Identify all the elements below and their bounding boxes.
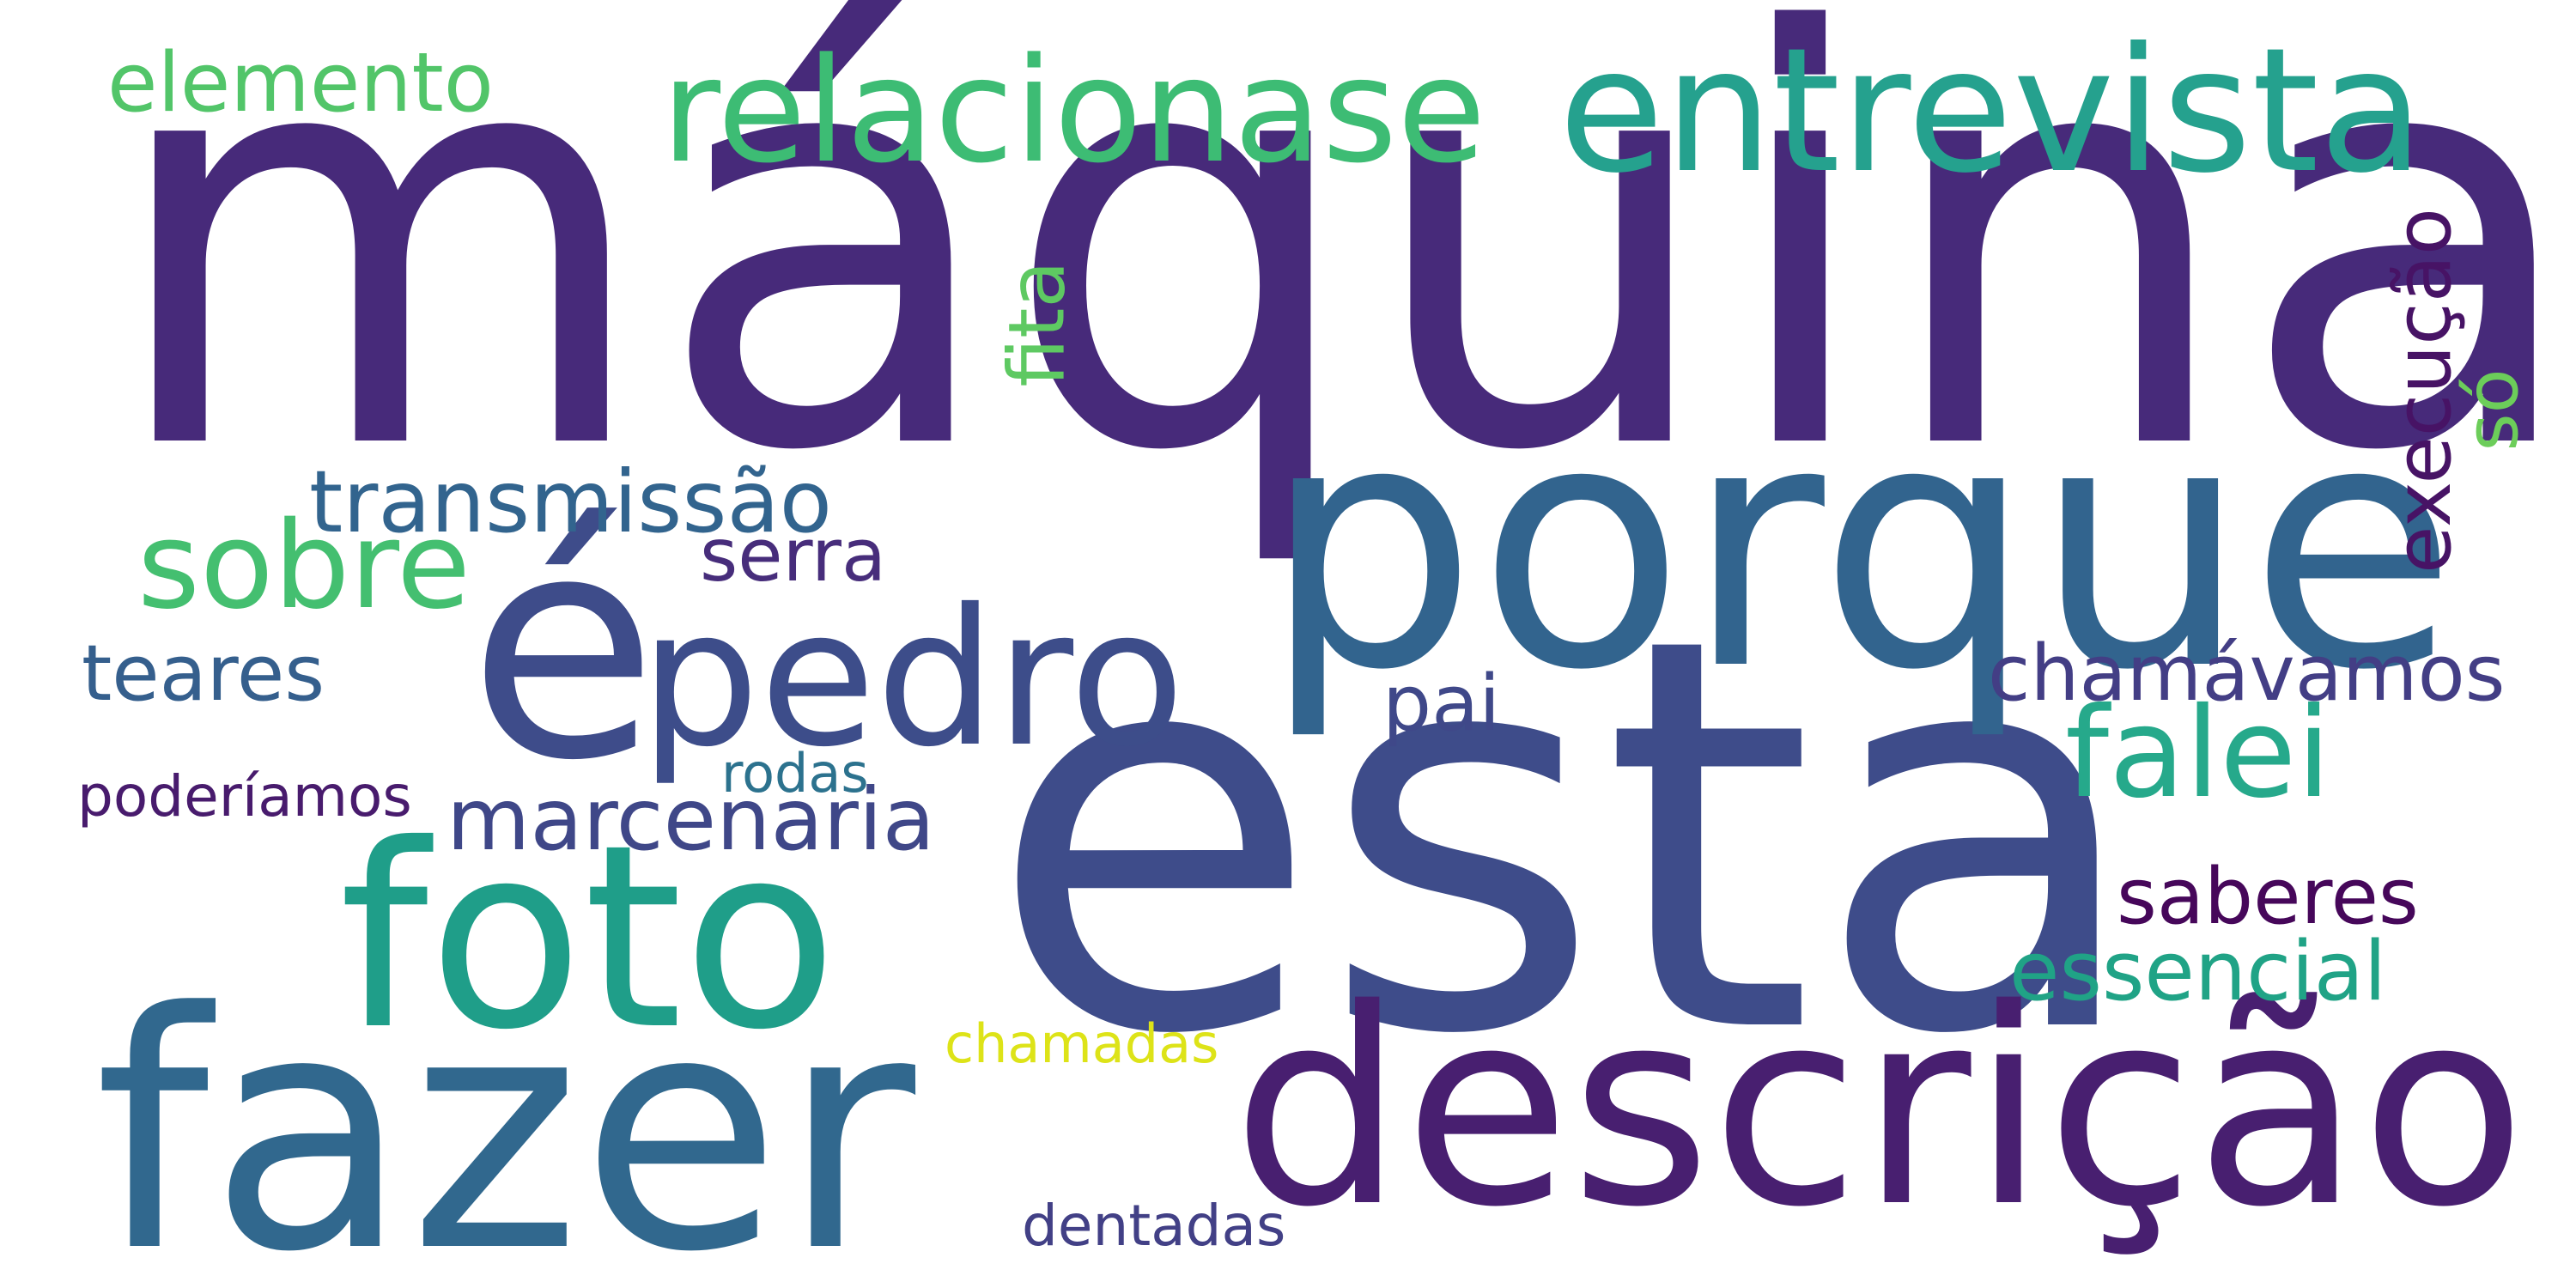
word-teares: teares	[82, 629, 325, 719]
word-fazer: fazer	[94, 943, 916, 1288]
word-elemento: elemento	[107, 36, 494, 131]
word-chamadas: chamadas	[945, 1012, 1219, 1075]
word-falei: falei	[2065, 681, 2331, 826]
word-pai: pai	[1382, 659, 1501, 749]
word-sobre: sobre	[137, 496, 471, 636]
word-relacionase: relacionase	[661, 27, 1486, 195]
word-porque: porque	[1262, 349, 2458, 744]
word-poderiamos: poderíamos	[77, 763, 412, 829]
word-serra: serra	[700, 513, 887, 598]
word-chamavamos: chamávamos	[1988, 629, 2506, 719]
word-descricao: descrição	[1232, 952, 2527, 1267]
word-essencial: essencial	[2009, 925, 2387, 1019]
word-saberes: saberes	[2117, 852, 2419, 942]
word-transmissao: transmissão	[309, 452, 832, 552]
word-maquina: máquina	[103, 0, 2576, 574]
word-entrevista: entrevista	[1558, 11, 2425, 211]
word-marcenaria: marcenaria	[447, 769, 935, 870]
word-pedro: pedro	[640, 568, 1185, 788]
word-rodas: rodas	[721, 742, 869, 805]
word-dentadas: dentadas	[1022, 1193, 1286, 1259]
word-e: é	[468, 468, 659, 828]
word-esta: esta	[987, 522, 2146, 1152]
word-foto: foto	[339, 790, 838, 1085]
word-fita: fita	[992, 260, 1083, 387]
word-so: só	[2450, 368, 2536, 452]
